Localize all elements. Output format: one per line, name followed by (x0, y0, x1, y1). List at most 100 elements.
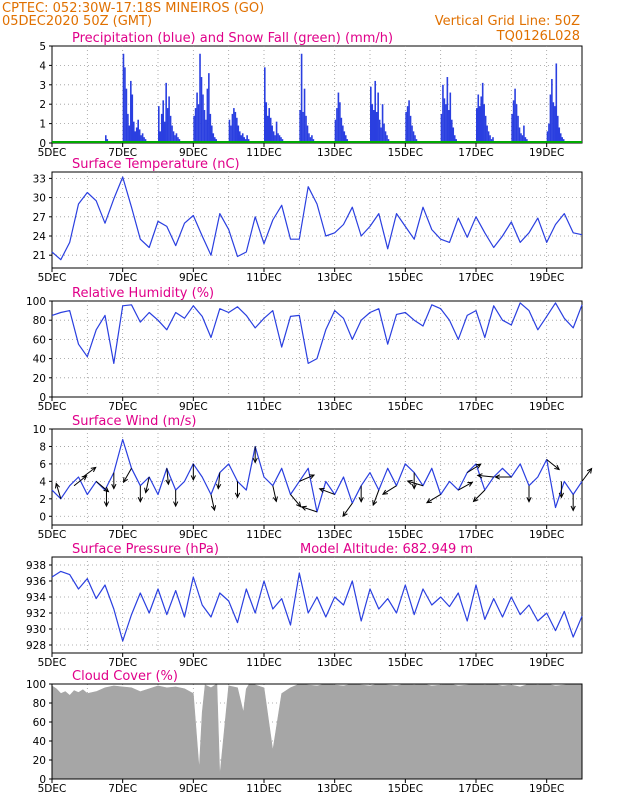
panel-title: Surface Pressure (hPa) (72, 542, 219, 557)
y-tick-label: 24 (33, 231, 47, 243)
wind-arrow (425, 494, 441, 504)
wind-arrow-head (372, 500, 378, 507)
x-tick-label: 17DEC (458, 147, 493, 159)
panel-frame (51, 556, 583, 654)
precip-bar (105, 135, 107, 143)
panel-title: Surface Temperature (nC) (72, 157, 240, 172)
wind-arrow-shaft (466, 463, 481, 474)
x-tick-label: 11DEC (246, 147, 281, 159)
panel-title: Surface Wind (m/s) (72, 414, 196, 429)
precip-bar (158, 106, 160, 143)
x-tick-label: 11DEC (246, 401, 281, 413)
wind-arrow (342, 502, 353, 518)
wind-arrow (210, 494, 217, 512)
x-tick-label: 15DEC (388, 657, 423, 669)
wind-arrow-head (90, 466, 97, 473)
x-tick-label: 5DEC (38, 272, 67, 284)
wind-arrow-shaft (426, 494, 441, 504)
precip-bar (137, 119, 139, 143)
wind-arrow-head (467, 481, 474, 487)
wind-arrow-head (137, 497, 143, 503)
precip-bar (481, 82, 484, 143)
y-tick-label: 100 (26, 679, 46, 691)
precip-bar (453, 135, 456, 143)
wind-arrow-head (381, 489, 388, 495)
wind-arrow-shaft (546, 459, 560, 470)
rh-series-line (51, 302, 583, 364)
precip-bar (162, 100, 165, 143)
wind-arrow (234, 481, 241, 499)
wind-arrow-shaft (407, 480, 424, 487)
wind-arrow-shaft (82, 466, 97, 478)
precip-bar (384, 131, 387, 143)
precip-bar (374, 80, 377, 143)
panel-rh: 0 20 40 60 80 100 5DEC 7DEC 9DEC 11DEC 13DEC 15DEC 1… (26, 286, 583, 413)
precip-bar (480, 96, 483, 143)
x-tick-label: 13DEC (317, 272, 352, 284)
wind-arrow-shaft (319, 488, 335, 495)
precip-bar (209, 113, 212, 143)
precip-bar (272, 131, 275, 143)
precip-bar (140, 135, 142, 143)
wind-arrow-head (570, 505, 576, 512)
panel-title: Cloud Cover (%) (72, 669, 178, 684)
y-tick-label: 934 (26, 592, 46, 604)
wind-arrow (581, 467, 593, 482)
panel-frame (51, 428, 583, 526)
precip-bar (200, 77, 203, 143)
x-tick-label: 7DEC (108, 147, 137, 159)
panel-title: Relative Humidity (%) (72, 286, 214, 301)
y-tick-label: 21 (33, 250, 46, 262)
precip-bar (483, 104, 485, 143)
precip-bar (177, 137, 179, 143)
y-tick-label: 932 (26, 608, 46, 620)
precip-bar (174, 135, 176, 143)
wind-arrow (82, 466, 97, 478)
precip-bar (443, 98, 446, 143)
x-tick-label: 19DEC (529, 783, 564, 795)
wind-arrow-head (558, 492, 565, 499)
precip-bar (521, 135, 524, 143)
x-tick-label: 19DEC (529, 529, 564, 541)
precip-bar (375, 111, 378, 143)
y-tick-label: 40 (33, 736, 46, 748)
precip-bar (171, 125, 173, 143)
wind-arrow-shaft (95, 480, 109, 492)
precip-bar (163, 121, 166, 143)
x-tick-label: 15DEC (388, 272, 423, 284)
wind-arrow (122, 468, 132, 484)
y-tick-label: 1 (39, 119, 46, 131)
precip-bar (205, 119, 207, 143)
panel-temp: 21 24 27 30 33 5DEC 7DEC 9DEC 11DEC 13DEC 15DEC 17D… (33, 157, 583, 284)
wind-arrow (358, 485, 364, 503)
precip-bar (308, 133, 310, 143)
cloud-cover-area (51, 683, 583, 780)
precip-bar (237, 125, 240, 143)
wind-arrow (381, 485, 397, 495)
precip-bar (135, 127, 138, 143)
wind-arrow-shaft (55, 483, 62, 499)
x-tick-label: 15DEC (388, 529, 423, 541)
y-tick-label: 0 (39, 774, 46, 786)
wind-arrow-shaft (73, 475, 87, 487)
precip-bar (340, 117, 343, 143)
precip-bar (231, 113, 234, 143)
wind-arrow-head (216, 483, 222, 490)
precip-bar (203, 110, 206, 143)
wind-arrow (318, 487, 335, 495)
x-tick-label: 9DEC (179, 529, 208, 541)
precip-bar (165, 82, 167, 143)
wind-arrow-head (406, 479, 413, 485)
wind-arrow-head (342, 511, 348, 518)
precip-bar (128, 125, 131, 143)
y-tick-label: 0 (39, 511, 46, 523)
x-tick-label: 9DEC (179, 783, 208, 795)
precip-bar (556, 115, 559, 143)
precip-bar (238, 131, 241, 143)
precip-bar (246, 135, 248, 143)
x-tick-label: 11DEC (246, 529, 281, 541)
x-tick-label: 5DEC (38, 529, 67, 541)
precip-bar (371, 104, 374, 143)
x-tick-label: 15DEC (388, 401, 423, 413)
wind-arrow (144, 476, 150, 494)
